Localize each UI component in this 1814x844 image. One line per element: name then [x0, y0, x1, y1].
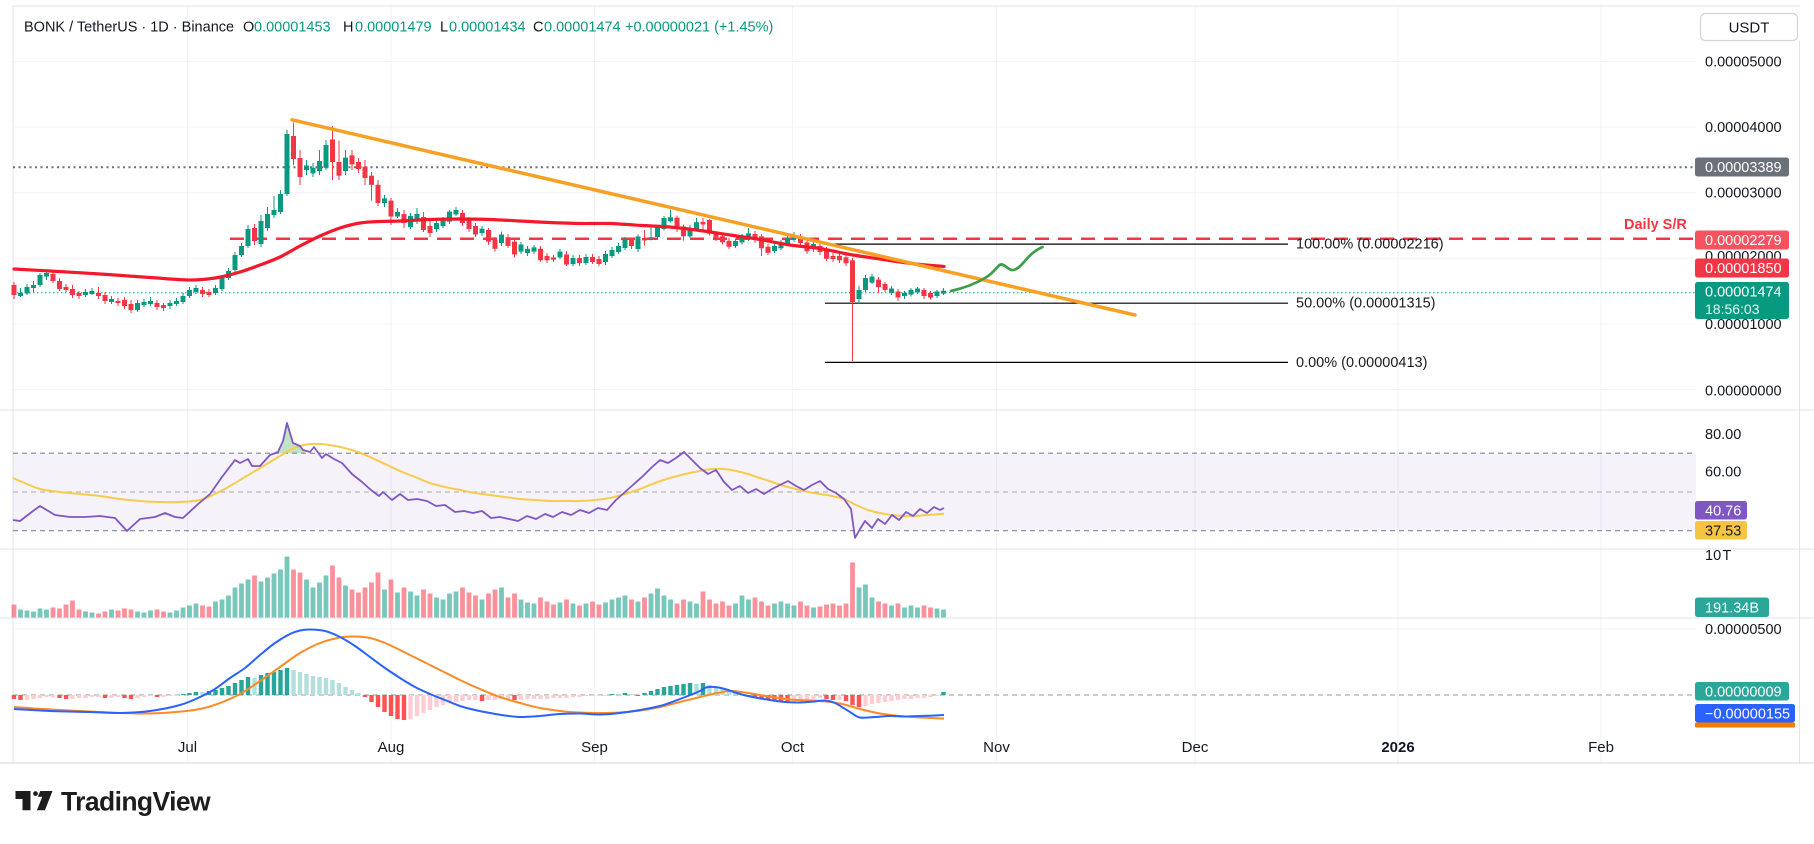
svg-text:0.00001850: 0.00001850	[1705, 261, 1782, 277]
svg-text:50.00% (0.00001315): 50.00% (0.00001315)	[1296, 296, 1435, 312]
svg-text:−0.00000155: −0.00000155	[1705, 706, 1790, 722]
svg-text:Nov: Nov	[983, 739, 1010, 756]
svg-text:Jul: Jul	[178, 739, 197, 756]
svg-text:BONK / TetherUS · 1D · Binance: BONK / TetherUS · 1D · Binance	[24, 20, 234, 36]
svg-text:80.00: 80.00	[1705, 427, 1741, 443]
svg-text:10 T: 10 T	[1705, 548, 1731, 564]
svg-text:0.00000000: 0.00000000	[1705, 384, 1782, 400]
svg-text:0.00001000: 0.00001000	[1705, 317, 1782, 333]
svg-text:+0.00000021 (+1.45%): +0.00000021 (+1.45%)	[625, 20, 773, 36]
svg-text:0.00001434: 0.00001434	[449, 20, 526, 36]
svg-text:C: C	[533, 20, 543, 36]
svg-text:37.53: 37.53	[1705, 523, 1741, 539]
svg-text:0.00% (0.00000413): 0.00% (0.00000413)	[1296, 355, 1427, 371]
svg-text:0.00000500: 0.00000500	[1705, 622, 1782, 638]
svg-text:0.00001453: 0.00001453	[254, 20, 331, 36]
svg-text:191.34B: 191.34B	[1705, 600, 1759, 616]
svg-text:0.00001479: 0.00001479	[355, 20, 432, 36]
svg-text:H: H	[343, 20, 353, 36]
svg-text:2026: 2026	[1381, 739, 1414, 756]
svg-text:0.00002279: 0.00002279	[1705, 233, 1782, 249]
svg-text:Daily S/R: Daily S/R	[1624, 217, 1687, 233]
svg-text:TradingView: TradingView	[61, 787, 211, 817]
svg-text:Oct: Oct	[781, 739, 805, 756]
svg-text:0.00001474: 0.00001474	[1705, 285, 1782, 301]
svg-text:18:56:03: 18:56:03	[1705, 301, 1760, 317]
svg-text:L: L	[440, 20, 448, 36]
svg-text:0.00005000: 0.00005000	[1705, 55, 1782, 71]
svg-text:60.00: 60.00	[1705, 465, 1741, 481]
svg-text:100.00% (0.00002216): 100.00% (0.00002216)	[1296, 237, 1444, 253]
svg-text:40.76: 40.76	[1705, 503, 1741, 519]
svg-text:USDT: USDT	[1729, 20, 1770, 37]
svg-text:0.00003389: 0.00003389	[1705, 160, 1782, 176]
svg-text:0.00000009: 0.00000009	[1705, 684, 1782, 700]
svg-text:O: O	[243, 20, 254, 36]
svg-text:Sep: Sep	[581, 739, 608, 756]
svg-text:Aug: Aug	[378, 739, 405, 756]
svg-text:Dec: Dec	[1182, 739, 1209, 756]
svg-text:0.00004000: 0.00004000	[1705, 120, 1782, 136]
svg-text:Feb: Feb	[1588, 739, 1614, 756]
svg-text:0.00001474: 0.00001474	[544, 20, 621, 36]
svg-text:0.00003000: 0.00003000	[1705, 186, 1782, 202]
